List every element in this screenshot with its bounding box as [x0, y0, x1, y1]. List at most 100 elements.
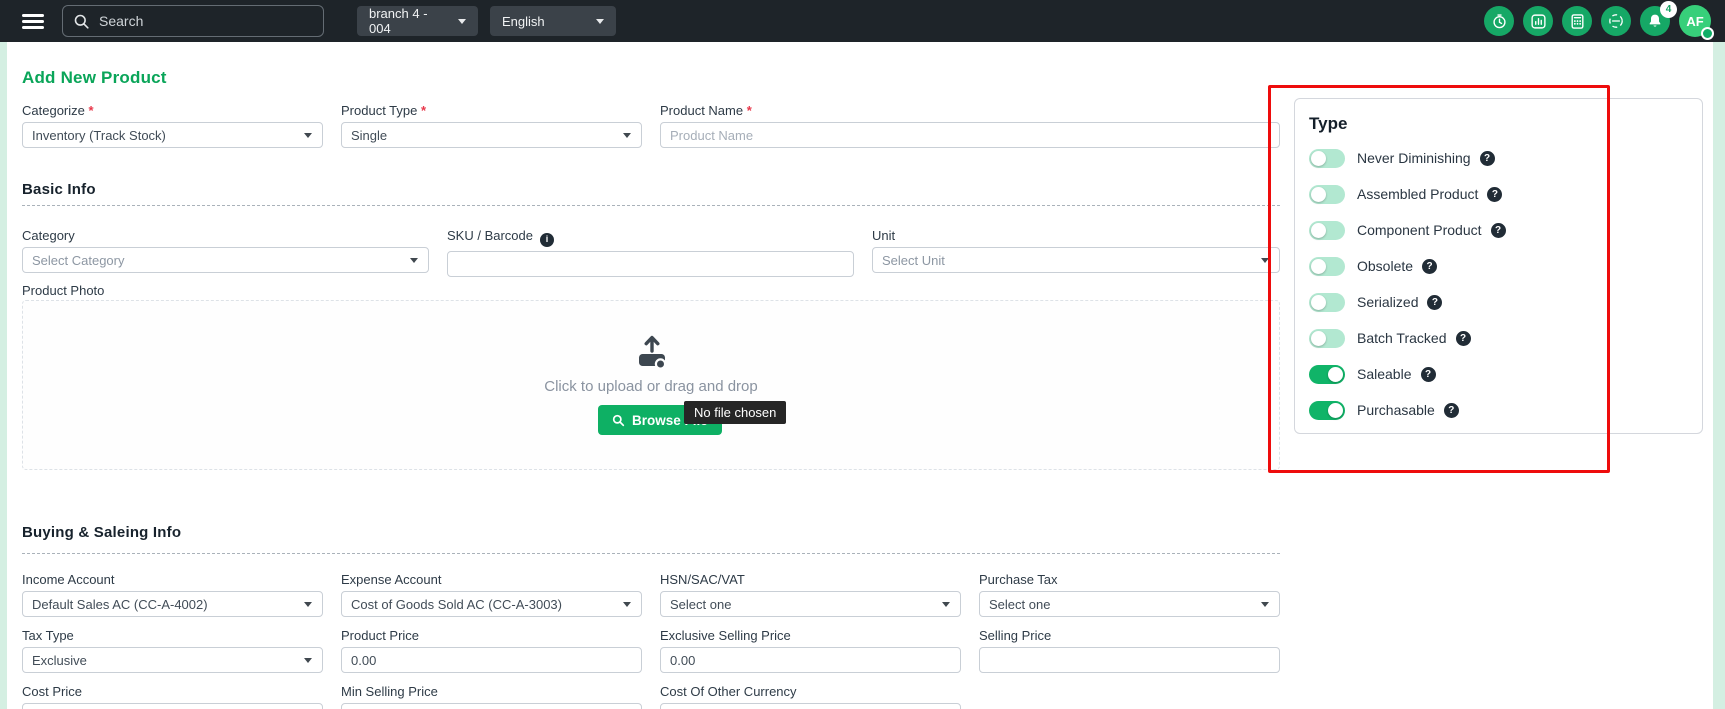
branch-selector[interactable]: branch 4 - 004 — [357, 6, 478, 36]
income-account-select[interactable]: Default Sales AC (CC-A-4002) — [22, 591, 323, 617]
chevron-down-icon — [304, 132, 312, 138]
product-photo-label: Product Photo — [22, 283, 105, 298]
toggle-row-purchasable: Purchasable? — [1309, 400, 1688, 420]
unit-label: Unit — [872, 228, 896, 243]
unit-select[interactable]: Select Unit — [872, 247, 1280, 273]
top-navbar: branch 4 - 004 English — [0, 0, 1725, 42]
expense-account-label: Expense Account — [341, 572, 442, 587]
scan-icon — [1607, 12, 1625, 30]
section-divider — [22, 205, 1280, 206]
product-name-label: Product Name * — [660, 103, 752, 118]
product-type-select[interactable]: Single — [341, 122, 642, 148]
sku-input[interactable] — [447, 250, 854, 277]
search-input[interactable] — [99, 13, 313, 29]
chevron-down-icon — [410, 257, 418, 263]
help-icon[interactable]: ? — [1420, 366, 1436, 382]
bell-icon — [1647, 13, 1663, 29]
help-icon[interactable]: ? — [1455, 330, 1471, 346]
chevron-down-icon — [1261, 257, 1269, 263]
clock-icon — [1491, 13, 1508, 30]
cost-other-currency-label: Cost Of Other Currency — [660, 684, 797, 699]
section-divider — [22, 553, 1280, 554]
help-icon[interactable]: ? — [1487, 186, 1503, 202]
calculator-icon — [1569, 13, 1586, 30]
cost-price-label: Cost Price — [22, 684, 82, 699]
sku-label: SKU / Barcode i — [447, 228, 854, 247]
tax-type-label: Tax Type — [22, 628, 74, 643]
reports-button[interactable] — [1523, 6, 1553, 36]
tax-type-select[interactable]: Exclusive — [22, 647, 323, 673]
batch-tracked-toggle[interactable] — [1309, 328, 1345, 348]
avatar[interactable]: AF — [1679, 5, 1714, 40]
search-icon — [612, 414, 625, 427]
chevron-down-icon — [304, 657, 312, 663]
toggle-row-component-product: Component Product? — [1309, 220, 1688, 240]
global-search — [62, 5, 324, 37]
assembled-product-toggle[interactable] — [1309, 184, 1345, 204]
help-icon[interactable]: ? — [1490, 222, 1506, 238]
selling-price-label: Selling Price — [979, 628, 1052, 643]
never-diminishing-toggle[interactable] — [1309, 148, 1345, 168]
component-product-toggle[interactable] — [1309, 220, 1345, 240]
toggle-row-batch-tracked: Batch Tracked? — [1309, 328, 1688, 348]
category-label: Category — [22, 228, 75, 243]
chevron-down-icon — [1261, 601, 1269, 607]
search-icon — [73, 13, 90, 30]
notification-badge: 4 — [1660, 1, 1677, 18]
type-panel-title: Type — [1309, 114, 1348, 133]
bar-chart-icon — [1530, 13, 1547, 30]
hsn-select[interactable]: Select one — [660, 591, 961, 617]
upload-icon — [633, 334, 671, 375]
type-panel: Type Never Diminishing? Assembled Produc… — [1294, 98, 1703, 434]
product-price-label: Product Price — [341, 628, 420, 643]
chevron-down-icon — [458, 18, 466, 24]
toggle-row-obsolete: Obsolete? — [1309, 256, 1688, 276]
min-selling-price-input[interactable] — [341, 703, 642, 709]
file-chosen-tooltip: No file chosen — [684, 401, 787, 424]
categorize-select[interactable]: Inventory (Track Stock) — [22, 122, 323, 148]
help-icon[interactable]: ? — [1443, 402, 1459, 418]
chevron-down-icon — [304, 601, 312, 607]
saleable-toggle[interactable] — [1309, 364, 1345, 384]
upload-hint-text: Click to upload or drag and drop — [544, 378, 758, 395]
product-price-input[interactable] — [341, 647, 642, 673]
purchase-tax-select[interactable]: Select one — [979, 591, 1280, 617]
photo-upload-dropzone[interactable] — [22, 300, 1280, 470]
online-status-dot — [1701, 27, 1714, 40]
product-name-input[interactable] — [660, 122, 1280, 148]
help-icon[interactable]: ? — [1479, 150, 1495, 166]
exclusive-selling-price-input[interactable] — [660, 647, 961, 673]
product-type-label: Product Type * — [341, 103, 427, 118]
menu-icon[interactable] — [22, 13, 44, 29]
purchase-tax-label: Purchase Tax — [979, 572, 1058, 587]
scan-button[interactable] — [1601, 6, 1631, 36]
category-select[interactable]: Select Category — [22, 247, 429, 273]
language-selector[interactable]: English — [490, 6, 616, 36]
selling-price-input[interactable] — [979, 647, 1280, 673]
notifications-button[interactable]: 4 — [1640, 1, 1677, 36]
toggle-row-saleable: Saleable? — [1309, 364, 1688, 384]
serialized-toggle[interactable] — [1309, 292, 1345, 312]
chevron-down-icon — [623, 132, 631, 138]
chevron-down-icon — [596, 18, 604, 24]
income-account-label: Income Account — [22, 572, 115, 587]
purchasable-toggle[interactable] — [1309, 400, 1345, 420]
calculator-button[interactable] — [1562, 6, 1592, 36]
chevron-down-icon — [623, 601, 631, 607]
toggle-row-serialized: Serialized? — [1309, 292, 1688, 312]
help-icon[interactable]: ? — [1427, 294, 1443, 310]
help-icon[interactable]: ? — [1422, 258, 1438, 274]
cost-other-currency-input[interactable] — [660, 703, 961, 709]
categorize-label: Categorize * — [22, 103, 94, 118]
exclusive-selling-price-label: Exclusive Selling Price — [660, 628, 791, 643]
cost-price-input[interactable] — [22, 703, 323, 709]
page-title: Add New Product — [22, 68, 167, 87]
chevron-down-icon — [942, 601, 950, 607]
toggle-row-never-diminishing: Never Diminishing? — [1309, 148, 1688, 168]
obsolete-toggle[interactable] — [1309, 256, 1345, 276]
info-icon[interactable]: i — [540, 232, 554, 247]
toggle-row-assembled-product: Assembled Product? — [1309, 184, 1688, 204]
history-button[interactable] — [1484, 6, 1514, 36]
min-selling-price-label: Min Selling Price — [341, 684, 438, 699]
expense-account-select[interactable]: Cost of Goods Sold AC (CC-A-3003) — [341, 591, 642, 617]
